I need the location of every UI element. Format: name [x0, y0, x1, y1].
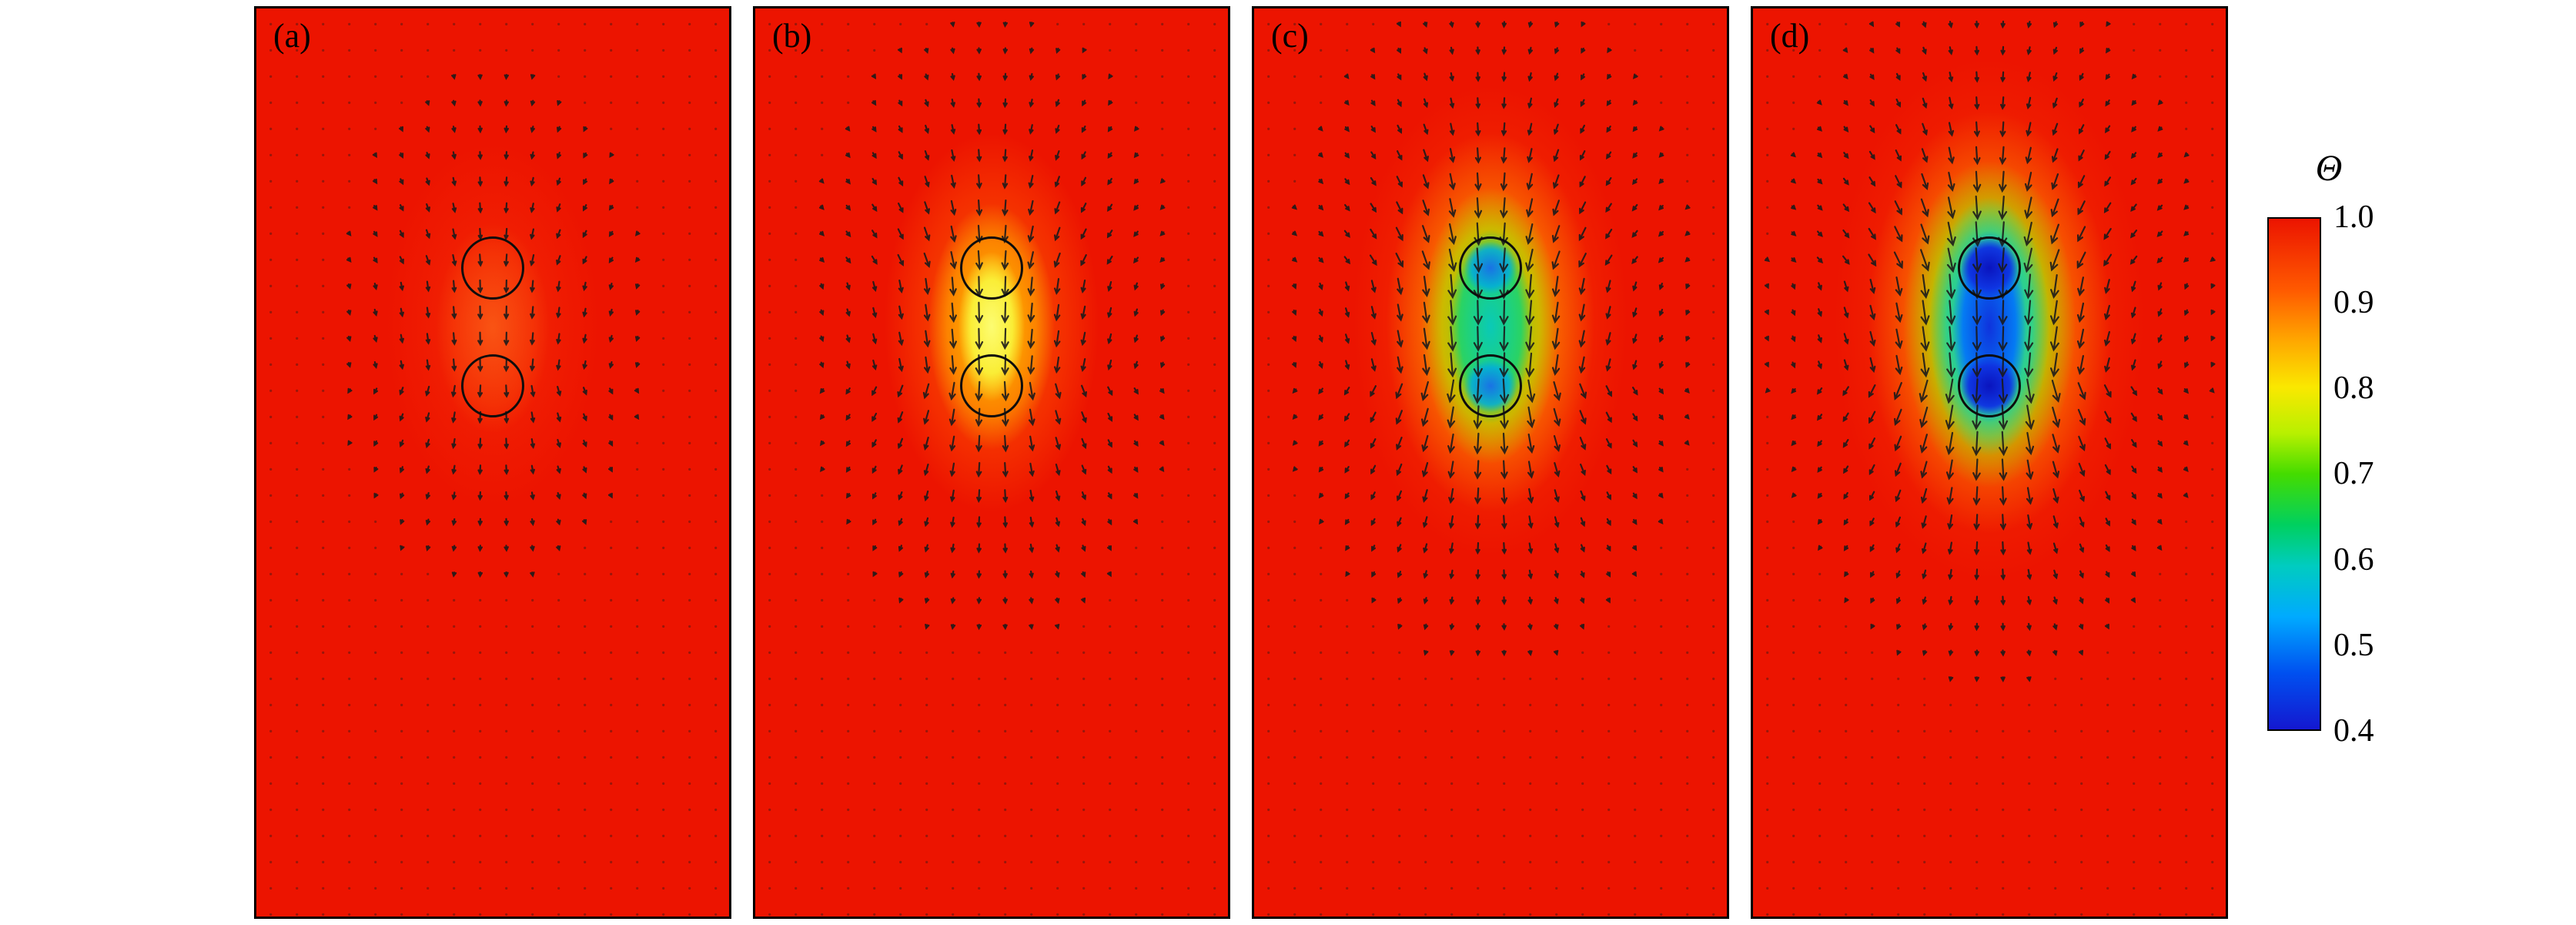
- panel-label-d: (d): [1770, 17, 1810, 55]
- particle-circle-top: [960, 236, 1023, 300]
- particle-circle-top: [1958, 236, 2021, 300]
- particle-circle-top: [1459, 236, 1522, 300]
- particle-circle-bottom: [960, 354, 1023, 417]
- vector-field-d: [1764, 20, 2216, 916]
- panel-a: (a): [254, 6, 731, 919]
- panel-b: (b): [753, 6, 1230, 919]
- particle-circle-bottom: [461, 354, 524, 417]
- particle-circle-bottom: [1958, 354, 2021, 417]
- particle-circle-top: [461, 236, 524, 300]
- colorbar-tick-labels: 1.0 0.9 0.8 0.7 0.6 0.5 0.4: [2333, 199, 2374, 749]
- vector-field-b: [768, 22, 1216, 916]
- panel-d: (d): [1751, 6, 2228, 919]
- panel-label-c: (c): [1271, 17, 1309, 55]
- panel-label-b: (b): [772, 17, 812, 55]
- colorbar-gradient: [2267, 217, 2321, 731]
- panel-c: (c): [1252, 6, 1729, 919]
- vector-field-c: [1267, 21, 1715, 916]
- vector-field-a: [269, 22, 718, 916]
- particle-circle-bottom: [1459, 354, 1522, 417]
- colorbar: Θ 1.0 0.9 0.8 0.7 0.6 0.5 0.4: [2267, 150, 2467, 789]
- panel-label-a: (a): [273, 17, 311, 55]
- colorbar-title: Θ: [2315, 148, 2343, 189]
